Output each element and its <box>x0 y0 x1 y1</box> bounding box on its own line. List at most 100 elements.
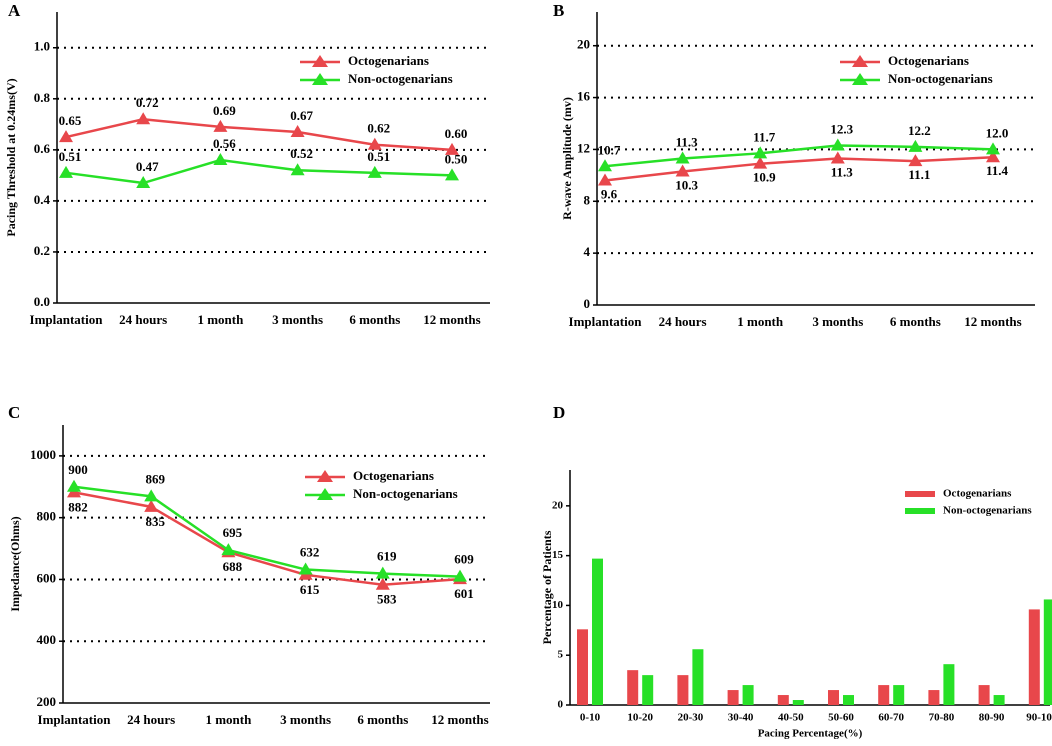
point-marker <box>67 479 81 492</box>
data-label: 601 <box>454 586 474 601</box>
x-tick-label: 1 month <box>205 712 252 727</box>
data-label: 10.3 <box>675 177 698 192</box>
bar <box>692 649 704 705</box>
data-label: 900 <box>68 462 88 477</box>
point-marker <box>445 142 459 155</box>
y-tick-label: 0.4 <box>34 192 51 207</box>
point-marker <box>598 173 612 186</box>
x-tick-label: 6 months <box>890 314 941 329</box>
point-marker <box>908 154 923 167</box>
legend-label: Octogenarians <box>348 53 429 68</box>
point-marker <box>675 151 690 164</box>
legend-swatch <box>905 508 935 514</box>
y-tick-label: 0 <box>558 699 564 711</box>
y-axis-label: Pacing Threshold at 0.24ms(V) <box>4 78 18 236</box>
x-tick-label: 30-40 <box>728 712 754 724</box>
y-tick-label: 20 <box>552 499 564 511</box>
data-label: 11.7 <box>753 129 776 144</box>
legend-label: Octogenarians <box>353 468 434 483</box>
data-label: 0.60 <box>445 126 468 141</box>
data-label: 0.69 <box>213 103 236 118</box>
bar <box>878 685 890 705</box>
point-marker <box>144 499 159 512</box>
legend-marker <box>317 488 333 500</box>
y-tick-label: 200 <box>37 694 57 709</box>
point-marker <box>290 163 305 176</box>
data-label: 619 <box>377 549 397 564</box>
series-line <box>65 158 453 185</box>
bar <box>943 664 955 705</box>
legend-label: Non-octogenarians <box>353 486 458 501</box>
bar <box>792 700 804 705</box>
point-marker <box>367 137 382 150</box>
bar <box>893 685 905 705</box>
y-tick-label: 5 <box>558 649 564 661</box>
x-tick-label: 24 hours <box>119 312 167 327</box>
bar <box>727 690 739 705</box>
x-tick-label: 24 hours <box>127 712 175 727</box>
bar <box>777 695 789 705</box>
bar <box>843 695 854 705</box>
x-tick-label: 60-70 <box>878 712 904 724</box>
panel-label: C <box>8 403 20 422</box>
data-label: 9.6 <box>601 187 618 202</box>
bar <box>592 558 603 705</box>
legend-label: Non-octogenarians <box>348 71 453 86</box>
point-marker <box>59 130 73 143</box>
x-tick-label: 3 months <box>272 312 323 327</box>
y-tick-label: 400 <box>37 632 57 647</box>
x-tick-label: 50-60 <box>828 712 854 724</box>
series-line <box>604 144 994 168</box>
point-marker <box>367 165 382 178</box>
point-marker <box>144 489 159 502</box>
point-marker <box>675 164 690 177</box>
data-label: 632 <box>300 545 320 560</box>
x-tick-label: 3 months <box>812 314 863 329</box>
x-tick-label: 6 months <box>357 712 408 727</box>
x-tick-label: Implantation <box>30 312 104 327</box>
data-label: 11.3 <box>676 134 699 149</box>
x-tick-label: 3 months <box>280 712 331 727</box>
bar <box>677 675 689 705</box>
point-marker <box>221 543 236 556</box>
data-label: 12.3 <box>830 122 853 137</box>
y-tick-label: 0.2 <box>34 243 50 258</box>
legend-marker <box>852 73 868 85</box>
point-marker <box>298 562 313 575</box>
bar <box>928 690 940 705</box>
point-marker <box>753 156 768 169</box>
bar <box>627 670 639 705</box>
legend-label: Octogenarians <box>888 53 969 68</box>
data-label: 12.0 <box>986 125 1009 140</box>
point-marker <box>213 119 228 132</box>
data-label: 0.51 <box>59 149 82 164</box>
x-tick-label: 12 months <box>431 712 488 727</box>
legend-marker <box>852 55 868 67</box>
y-axis-label: Impedance(Ohms) <box>8 516 22 611</box>
data-label: 0.56 <box>213 136 236 151</box>
series-line <box>604 155 994 182</box>
point-marker <box>375 566 390 579</box>
data-label: 869 <box>145 471 165 486</box>
data-label: 11.4 <box>986 163 1009 178</box>
bar <box>642 675 654 705</box>
x-tick-label: 12 months <box>964 314 1021 329</box>
point-marker <box>136 112 151 125</box>
data-label: 0.52 <box>290 146 313 161</box>
data-label: 609 <box>454 552 474 567</box>
data-label: 10.7 <box>598 142 621 157</box>
legend-swatch <box>905 491 935 497</box>
x-tick-label: 90-100 <box>1026 712 1052 724</box>
x-tick-label: 0-10 <box>580 712 601 724</box>
x-tick-label: 20-30 <box>678 712 704 724</box>
y-tick-label: 800 <box>37 509 57 524</box>
point-marker <box>753 146 768 159</box>
data-label: 0.67 <box>290 108 313 123</box>
y-tick-label: 0.6 <box>34 141 51 156</box>
data-label: 695 <box>223 525 243 540</box>
bar <box>978 685 990 705</box>
point-marker <box>136 176 151 189</box>
y-tick-label: 12 <box>577 140 590 155</box>
